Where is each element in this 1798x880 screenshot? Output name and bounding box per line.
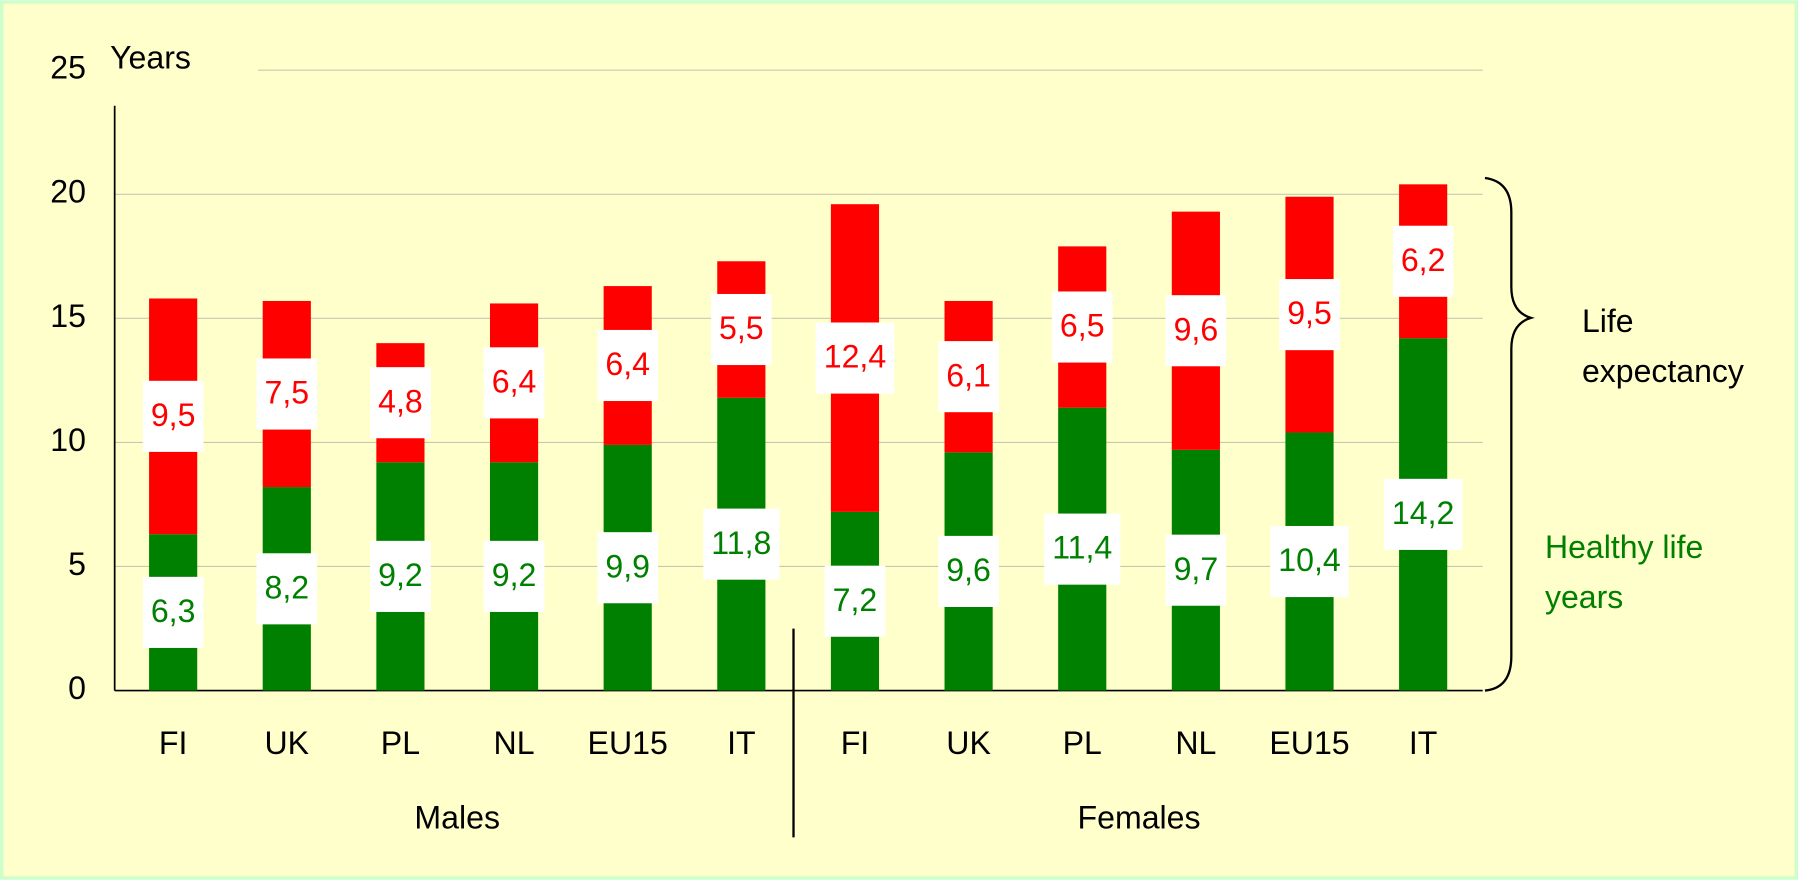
x-tick-label: PL <box>1063 725 1102 761</box>
y-tick-label: 10 <box>50 422 86 458</box>
data-label: 7,5 <box>264 375 309 411</box>
data-label: 9,2 <box>378 557 423 593</box>
label-box <box>824 565 886 637</box>
data-label: 7,2 <box>833 582 878 618</box>
data-label: 14,2 <box>1392 495 1454 531</box>
y-axis-label: Years <box>110 39 191 75</box>
label-box <box>1383 478 1463 550</box>
y-tick-label: 15 <box>50 298 86 334</box>
label-box <box>938 535 999 607</box>
x-tick-label: EU15 <box>588 725 668 761</box>
data-label: 12,4 <box>824 339 886 375</box>
healthy-note: Healthy life years <box>1545 529 1704 615</box>
group-label: Males <box>414 800 500 836</box>
data-label: 4,8 <box>378 383 423 419</box>
label-box <box>938 341 999 413</box>
data-label: 10,4 <box>1278 542 1340 578</box>
x-tick-label: IT <box>1409 725 1438 761</box>
y-tick-label: 5 <box>68 546 86 582</box>
data-label: 11,4 <box>1052 530 1112 566</box>
data-label: 9,7 <box>1174 551 1219 587</box>
data-label: 6,1 <box>946 357 991 393</box>
label-box <box>703 508 780 580</box>
data-label: 9,6 <box>1174 311 1219 347</box>
label-box <box>1044 513 1121 585</box>
data-label: 6,2 <box>1401 242 1446 278</box>
life-expectancy-note: Life expectancy <box>1582 303 1744 389</box>
data-label: 6,4 <box>492 363 537 399</box>
x-tick-label: IT <box>727 725 756 761</box>
label-box <box>1165 534 1227 606</box>
x-tick-label: FI <box>841 725 870 761</box>
group-label: Females <box>1078 800 1201 836</box>
label-box <box>815 322 895 394</box>
x-tick-label: NL <box>494 725 535 761</box>
label-box <box>1279 279 1340 351</box>
label-box <box>483 540 545 612</box>
data-label: 9,6 <box>946 552 991 588</box>
label-box <box>1051 291 1113 363</box>
label-box <box>256 358 318 430</box>
data-label: 9,9 <box>605 548 650 584</box>
data-label: 9,5 <box>151 397 196 433</box>
label-box <box>597 329 659 402</box>
y-tick-label: 0 <box>68 670 86 706</box>
data-label: 5,5 <box>719 310 764 346</box>
label-box <box>1165 295 1227 367</box>
label-box <box>1392 225 1454 297</box>
label-box <box>597 532 659 604</box>
data-label: 9,5 <box>1287 295 1332 331</box>
label-box <box>1270 525 1349 598</box>
label-box <box>710 293 772 366</box>
y-tick-label: 20 <box>50 174 86 210</box>
data-label: 8,2 <box>264 569 309 605</box>
label-box <box>256 553 318 625</box>
x-tick-label: UK <box>264 725 309 761</box>
label-box <box>370 540 431 612</box>
brace <box>1484 176 1535 692</box>
data-label: 6,5 <box>1060 308 1105 344</box>
label-box <box>483 347 545 419</box>
x-tick-label: PL <box>381 725 420 761</box>
label-box <box>142 576 204 648</box>
data-label: 9,2 <box>492 557 537 593</box>
data-label: 6,4 <box>605 346 650 382</box>
x-tick-label: FI <box>159 725 188 761</box>
x-tick-label: NL <box>1175 725 1216 761</box>
label-box <box>142 380 204 452</box>
data-label: 6,3 <box>151 593 196 629</box>
label-box <box>370 367 431 439</box>
x-tick-label: EU15 <box>1269 725 1349 761</box>
data-label: 11,8 <box>711 525 771 561</box>
y-tick-label: 25 <box>50 50 86 86</box>
x-tick-label: UK <box>946 725 991 761</box>
